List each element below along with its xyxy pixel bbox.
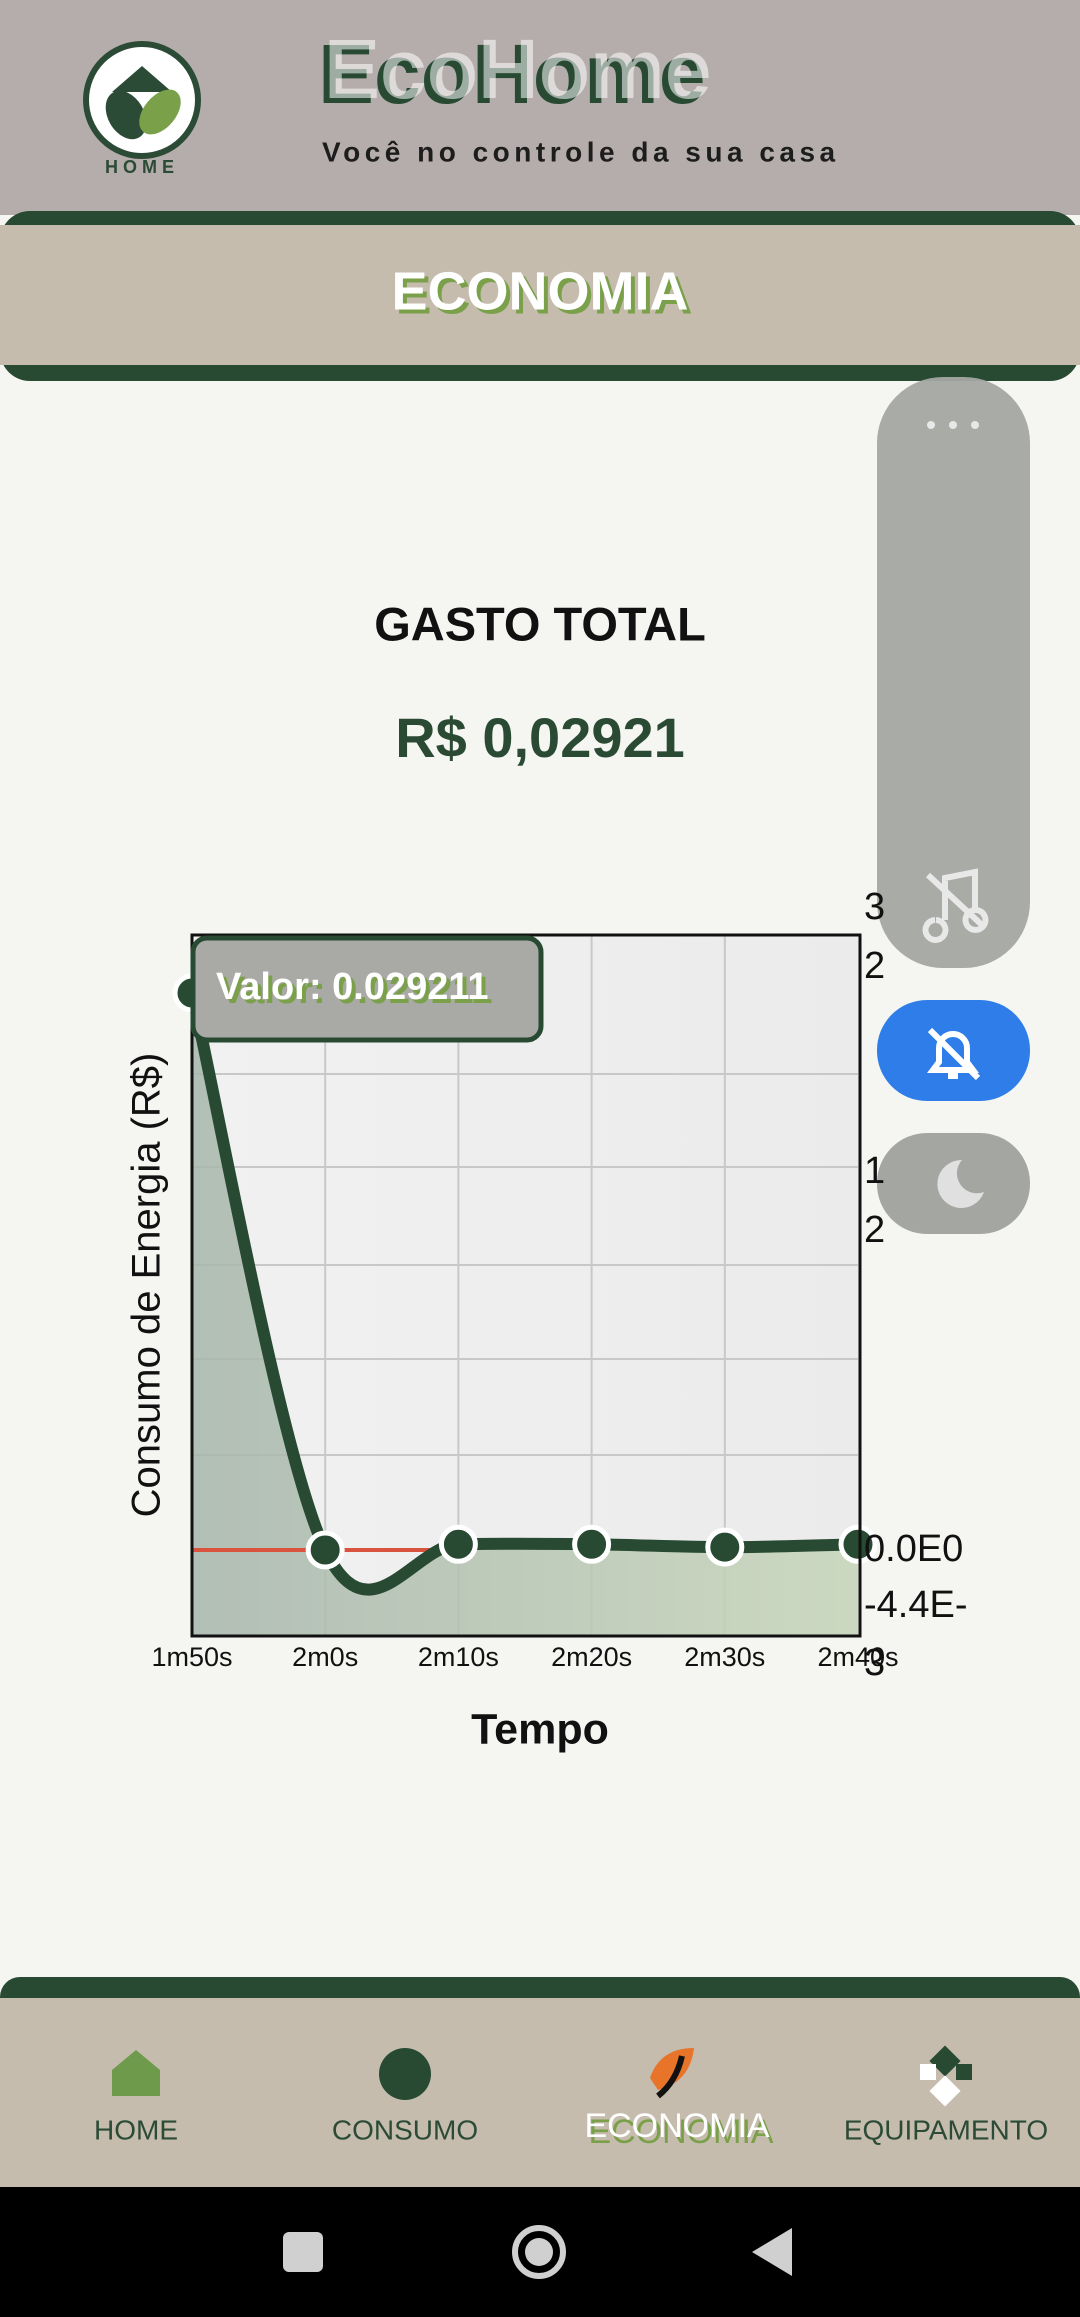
logo: HOME [83,41,201,177]
line-area [192,993,858,1636]
nav-label[interactable]: HOME [94,2114,178,2145]
more-icon[interactable] [927,421,979,429]
recents-button[interactable] [283,2232,323,2272]
y-axis-label: Consumo de Energia (R$) [125,1053,169,1518]
tab-bar-top [0,225,1080,305]
y-tick-label: 0.0E0 [864,1528,963,1570]
y-tick-label: -4.4E- [864,1584,967,1626]
nav-label-shadow: ECONOMIA [588,2113,773,2151]
tab-bar-bottom [8,330,1072,365]
nav-label[interactable]: EQUIPAMENTO [844,2114,1048,2145]
y-tick-label: 1 [864,1150,885,1192]
consumo-icon[interactable] [379,2048,431,2100]
tooltip-text: Valor: 0.029211 [216,966,489,1008]
total-label: GASTO TOTAL [374,597,706,650]
point [838,1524,878,1564]
x-tick-label: 1m50s [151,1642,232,1672]
x-tick-label: 2m10s [418,1642,499,1672]
home-icon[interactable] [112,2050,160,2096]
page-title: ECONOMIA [392,261,689,321]
x-axis-label: Tempo [471,1705,609,1753]
mute-icon [927,1027,981,1081]
x-tick-label: 2m20s [551,1642,632,1672]
home-button[interactable] [512,2225,566,2279]
app-title-shadow: EcoHome [318,27,705,121]
app-title: EcoHome [324,22,711,116]
point [705,1527,745,1567]
point [305,1530,345,1570]
logo-circle [83,41,201,159]
economia-icon-stem [656,2055,685,2099]
y-tick-label: 2 [864,1209,885,1251]
logo-roof [112,66,172,92]
nav-label[interactable]: CONSUMO [332,2114,478,2145]
side-panel[interactable] [877,377,1030,968]
total-value: R$ 0,02921 [395,706,685,769]
x-tick-label: 2m0s [292,1642,358,1672]
back-button[interactable] [752,2228,792,2276]
logo-leaf [105,90,147,140]
y-tick-label: 2 [864,945,885,987]
y-tick-label: 3 [864,886,885,928]
home-button-dot [525,2238,553,2266]
tooltip [190,935,544,1043]
moon-icon [937,1159,984,1208]
x-tick-label: 2m40s [817,1642,898,1672]
chart: 1m50s 2m0s 2m10s 2m20s 2m30s 2m40s [151,935,899,1672]
sound-icon[interactable] [922,868,989,943]
tooltip-text-shadow: Valor: 0.029211 [220,970,493,1012]
page-title-shadow: ECONOMIA [396,265,693,325]
equipamento-icon[interactable] [920,2045,972,2107]
point [572,1524,612,1564]
app-subtitle: Você no controle da sua casa [322,136,840,167]
logo-leaf [139,89,181,135]
logo-text: HOME [105,157,179,177]
axes: Consumo de Energia (R$) Tempo [125,933,862,1753]
point [438,1524,478,1564]
x-tick-label: 2m30s [684,1642,765,1672]
plot-frame [190,933,862,1638]
nav-bar [0,1998,1080,2187]
nav-label[interactable]: ECONOMIA [584,2107,769,2145]
y-tick-label: 3 [864,1642,885,1684]
